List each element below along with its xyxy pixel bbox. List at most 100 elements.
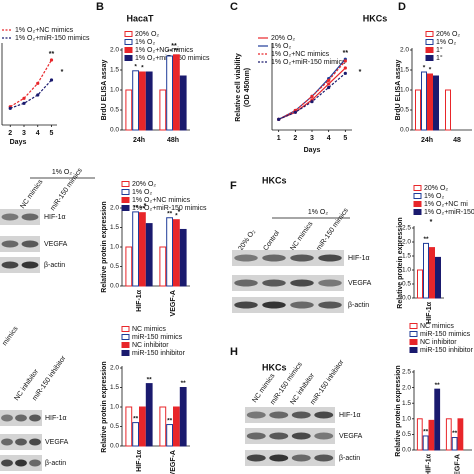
legend-label: miR-150 inhibitor: [420, 347, 474, 354]
y-tick-label: 2.0: [110, 47, 119, 54]
bar: [435, 256, 441, 299]
legend-swatch: [425, 31, 434, 37]
band: [234, 279, 258, 287]
legend-swatch: [121, 205, 130, 211]
blot-strip: [0, 257, 40, 273]
band: [262, 301, 286, 309]
band: [1, 414, 13, 422]
bar: [125, 89, 133, 131]
panel-label: B: [96, 1, 104, 13]
panel-label: H: [230, 346, 238, 358]
band: [318, 254, 342, 262]
significance: *: [175, 212, 178, 219]
bar: [139, 71, 146, 131]
protein-label: β-actin: [339, 455, 360, 462]
legend-label: 1% O₂: [132, 189, 153, 196]
bar: [166, 217, 173, 287]
legend-label: 1°: [436, 46, 443, 54]
bar: [415, 89, 421, 131]
significance: **: [147, 376, 153, 383]
band: [234, 254, 258, 262]
legend-swatch: [121, 181, 130, 187]
band: [291, 454, 311, 462]
legend-swatch: [409, 347, 418, 353]
y-tick-label: 2.0: [110, 205, 119, 212]
point: [49, 58, 54, 62]
legend-swatch: [425, 47, 434, 53]
bar: [445, 418, 452, 451]
significance: **: [174, 48, 180, 55]
point: [293, 110, 297, 114]
x-tick-label: 3: [22, 130, 26, 137]
y-tick-label: 0.5: [402, 281, 411, 288]
point: [327, 82, 331, 86]
protein-label: HIF-1α: [44, 214, 66, 221]
lane-label: 20% O₂: [237, 228, 257, 252]
y-axis-label: Relative protein expression: [395, 365, 402, 456]
x-tick-label: VEGF-A: [170, 450, 177, 474]
band: [246, 411, 266, 419]
legend-swatch: [124, 47, 133, 53]
protein-label: HIF-1α: [339, 412, 361, 419]
x-tick-label: VEGF-A: [170, 290, 177, 316]
legend-swatch: [124, 55, 133, 61]
point: [310, 100, 314, 104]
band: [269, 454, 289, 462]
y-tick-label: 0.0: [110, 127, 119, 134]
legend-swatch: [121, 326, 130, 332]
significance: *: [61, 69, 64, 76]
point: [327, 85, 331, 90]
bar: [427, 73, 433, 131]
x-tick-label: 24h: [133, 137, 145, 144]
y-tick-label: 2.5: [402, 369, 411, 376]
band: [269, 411, 289, 419]
panel-label: C: [230, 1, 238, 13]
bar: [139, 212, 146, 287]
panel-label: F: [230, 180, 237, 192]
bar: [179, 387, 187, 447]
significance: **: [171, 43, 177, 50]
y-tick-label: 0.5: [400, 107, 409, 114]
legend-swatch: [121, 197, 130, 203]
point: [36, 93, 40, 97]
y-tick-label: 0.5: [110, 263, 119, 270]
blot-strip: [245, 428, 335, 444]
bar: [173, 406, 180, 447]
legend-label: 1% O₂+miR-150 mimics: [271, 59, 346, 66]
y-tick-label: 0.0: [402, 447, 411, 454]
panel-label: D: [398, 1, 406, 13]
band: [15, 414, 27, 422]
legend-label: 1% O₂: [436, 39, 457, 46]
point: [327, 78, 331, 83]
blot-title: HKCs: [262, 362, 287, 372]
bar: [159, 406, 167, 447]
bar: [166, 55, 173, 131]
point: [343, 71, 347, 75]
band: [290, 279, 314, 287]
point: [36, 81, 40, 85]
x-tick-label: 48h: [167, 137, 179, 144]
x-tick-label: 5: [343, 135, 347, 142]
band: [290, 254, 314, 262]
y-tick-label: 1.0: [110, 87, 119, 94]
legend-label: 1% O₂+NC mimics: [15, 27, 74, 34]
y-axis-label: (OD 450nm): [244, 68, 251, 107]
band: [318, 279, 342, 287]
chart-title: HacaT: [126, 13, 154, 23]
band: [314, 454, 334, 462]
protein-label: HIF-1α: [348, 255, 370, 262]
y-axis-label: BrdU ELISA assay: [101, 59, 108, 120]
significance: **: [423, 236, 429, 243]
y-tick-label: 1.5: [110, 67, 119, 74]
legend-swatch: [413, 193, 422, 199]
band: [291, 411, 311, 419]
legend-swatch: [413, 201, 422, 207]
bar: [451, 437, 458, 451]
y-tick-label: 0.0: [400, 127, 409, 134]
legend-label: miR-150 mimics: [420, 331, 471, 338]
y-axis-label: Relative protein expression: [101, 361, 108, 452]
legend-label: 1% O₂+miR-150 mimics: [15, 35, 90, 42]
legend-label: 1% O₂: [424, 193, 445, 200]
y-tick-label: 2.5: [402, 225, 411, 232]
